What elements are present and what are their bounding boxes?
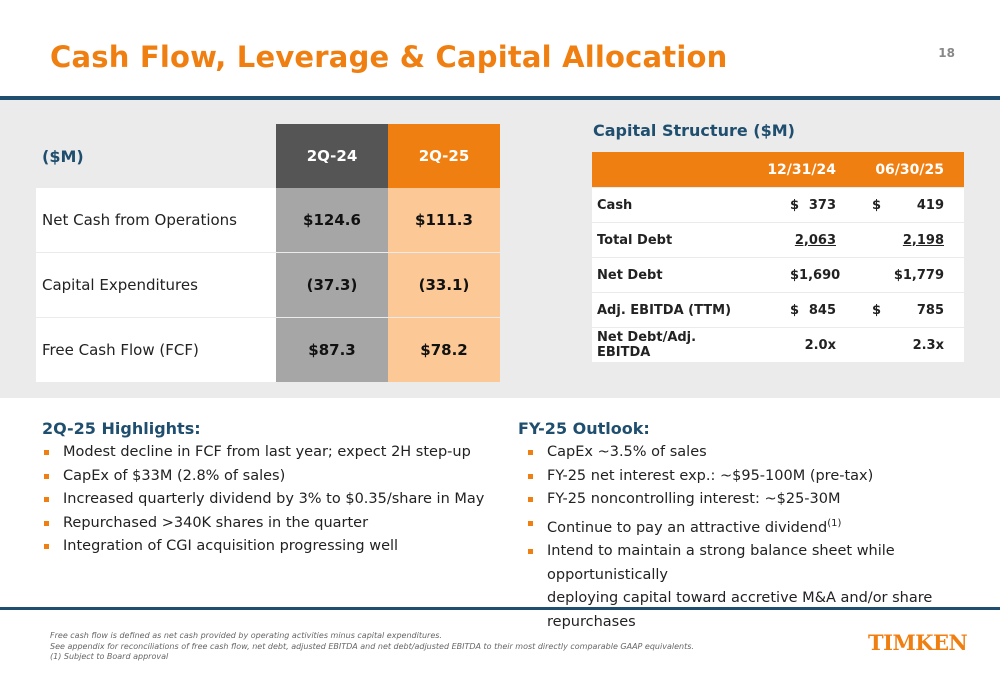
row-label: Capital Expenditures <box>36 253 276 317</box>
bullet-icon <box>44 473 49 479</box>
cell-2q25: $111.3 <box>388 188 500 252</box>
table-row: Net Debt $1,690 $1,779 <box>592 257 964 292</box>
outlook-title: FY-25 Outlook: <box>518 419 650 438</box>
highlights-title: 2Q-25 Highlights: <box>42 419 201 438</box>
currency-symbol: $ <box>790 302 800 318</box>
cash-flow-col-2q24: 2Q-24 <box>276 124 388 188</box>
footnote-line: (1) Subject to Board approval <box>50 652 169 661</box>
highlights-list: Modest decline in FCF from last year; ex… <box>36 441 506 559</box>
bullet-icon <box>528 497 533 502</box>
list-item: CapEx ~3.5% of sales <box>520 441 990 465</box>
bullet-icon <box>528 549 533 554</box>
row-separator <box>36 252 500 253</box>
bullet-icon <box>44 497 49 502</box>
page-number: 18 <box>938 46 955 60</box>
row-separator <box>36 317 500 318</box>
capital-structure-header-row: 12/31/24 06/30/25 <box>592 152 964 187</box>
table-row: Cash $373 $419 <box>592 187 964 222</box>
footnotes: Free cash flow is defined as net cash pr… <box>50 631 694 663</box>
cell-2q25: $78.2 <box>388 318 500 382</box>
row-label: Free Cash Flow (FCF) <box>36 318 276 382</box>
row-label: Net Cash from Operations <box>36 188 276 252</box>
slide-title: Cash Flow, Leverage & Capital Allocation <box>50 40 728 74</box>
currency-symbol: $ <box>872 302 882 318</box>
col-header-dec24: 12/31/24 <box>767 161 836 178</box>
table-row: Total Debt 2,063 2,198 <box>592 222 964 257</box>
col-header-jun25: 06/30/25 <box>875 161 944 178</box>
cell-dec24: 845 <box>808 302 836 318</box>
footnote-marker: (1) <box>827 517 842 529</box>
row-label: Total Debt <box>597 232 673 248</box>
list-item: Intend to maintain a strong balance shee… <box>520 540 990 634</box>
cash-flow-header-row: ($M) 2Q-24 2Q-25 <box>36 124 500 188</box>
capital-structure-title: Capital Structure ($M) <box>593 121 795 140</box>
list-item: Continue to pay an attractive dividend(1… <box>520 512 990 541</box>
row-label: Net Debt/Adj. EBITDA <box>597 330 697 360</box>
list-item: FY-25 noncontrolling interest: ~$25-30M <box>520 488 990 512</box>
cash-flow-col-2q25: 2Q-25 <box>388 124 500 188</box>
currency-symbol: $ <box>790 197 800 213</box>
cell-dec24: $1,690 <box>790 267 841 283</box>
cell-dec24: 373 <box>808 197 836 213</box>
cell-2q24: (37.3) <box>276 253 388 317</box>
table-row: Adj. EBITDA (TTM) $845 $785 <box>592 292 964 327</box>
table-row: Net Cash from Operations $124.6 $111.3 <box>36 188 500 252</box>
cell-dec24: 2.0x <box>804 337 836 353</box>
outlook-list: CapEx ~3.5% of sales FY-25 net interest … <box>520 441 990 634</box>
row-label: Cash <box>597 197 633 213</box>
list-item: Integration of CGI acquisition progressi… <box>36 535 506 559</box>
table-row: Net Debt/Adj. EBITDA 2.0x 2.3x <box>592 327 964 362</box>
bullet-icon <box>44 450 49 455</box>
footnote-line: Free cash flow is defined as net cash pr… <box>50 631 442 640</box>
bullet-icon <box>528 450 533 455</box>
cell-jun25: 2,198 <box>902 232 944 248</box>
cell-jun25: 785 <box>916 302 944 318</box>
top-divider <box>0 96 1000 100</box>
footnote-line: See appendix for reconciliations of free… <box>50 641 694 651</box>
bullet-icon <box>44 544 49 549</box>
cell-dec24: 2,063 <box>794 232 836 248</box>
list-item: FY-25 net interest exp.: ~$95-100M (pre-… <box>520 465 990 489</box>
cell-jun25: 419 <box>916 197 944 213</box>
bullet-icon <box>528 473 533 479</box>
currency-symbol: $ <box>872 197 882 213</box>
bullet-icon <box>528 520 533 526</box>
list-item: Modest decline in FCF from last year; ex… <box>36 441 506 465</box>
capital-structure-table: 12/31/24 06/30/25 Cash $373 $419 Total D… <box>592 152 964 362</box>
cell-2q24: $124.6 <box>276 188 388 252</box>
cell-2q24: $87.3 <box>276 318 388 382</box>
bottom-divider <box>0 607 1000 610</box>
list-item: Repurchased >340K shares in the quarter <box>36 512 506 536</box>
timken-logo: TIMKEN <box>868 630 968 655</box>
list-item: Increased quarterly dividend by 3% to $0… <box>36 488 506 512</box>
bullet-icon <box>44 520 49 526</box>
cash-flow-table: ($M) 2Q-24 2Q-25 Net Cash from Operation… <box>36 124 500 382</box>
cell-2q25: (33.1) <box>388 253 500 317</box>
cell-jun25: $1,779 <box>893 267 944 283</box>
table-row: Free Cash Flow (FCF) $87.3 $78.2 <box>36 318 500 382</box>
cell-jun25: 2.3x <box>912 337 944 353</box>
cash-flow-unit-label: ($M) <box>42 146 84 166</box>
table-row: Capital Expenditures (37.3) (33.1) <box>36 253 500 317</box>
row-label: Adj. EBITDA (TTM) <box>597 302 732 318</box>
row-label: Net Debt <box>597 267 663 283</box>
list-item: CapEx of $33M (2.8% of sales) <box>36 465 506 489</box>
